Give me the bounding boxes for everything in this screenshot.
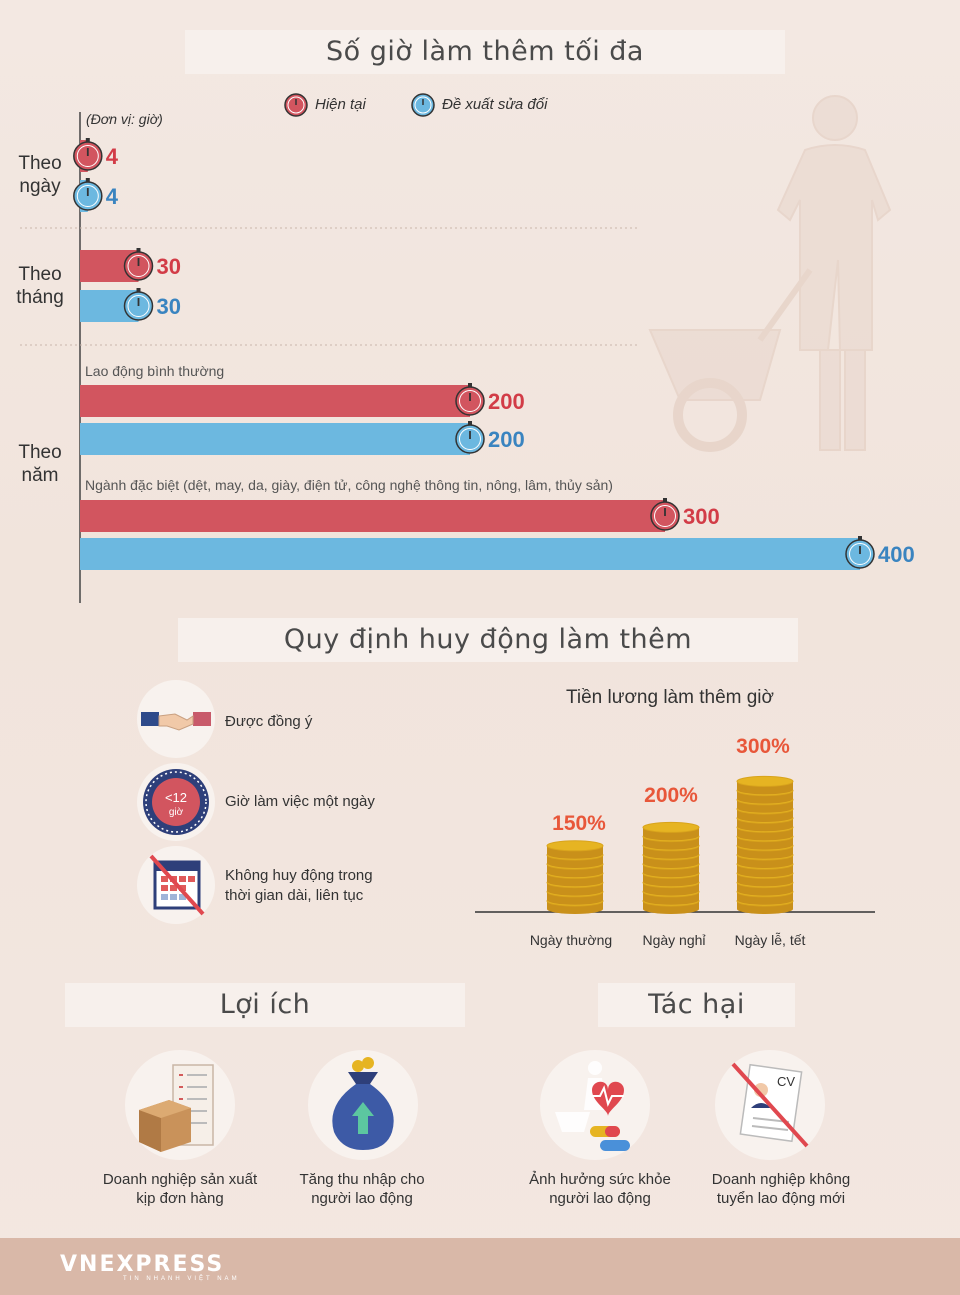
group-label-month-line1: Theo: [18, 264, 62, 285]
stopwatch-icon: [650, 498, 680, 531]
benefit-caption-2-line2: người lao động: [311, 1190, 413, 1207]
group-label-day: Theo ngày: [5, 152, 75, 198]
harm-caption-2-line1: Doanh nghiệp không: [711, 1171, 851, 1188]
legend-proposed: Đề xuất sửa đổi: [410, 91, 547, 117]
group-label-day-line1: Theo: [18, 153, 62, 174]
stopwatch-icon: [455, 383, 485, 416]
legend-current: Hiện tại: [283, 91, 366, 117]
sublabel-normal-labor: Lao động bình thường: [85, 363, 225, 379]
pay-category-holiday: Ngày lễ, tết: [734, 932, 806, 948]
group-label-day-line2: ngày: [19, 176, 61, 197]
bar-value-label: 200: [488, 389, 525, 414]
stopwatch-icon: [73, 138, 103, 171]
clock-limit-unit: giờ: [169, 807, 184, 818]
unit-note: (Đơn vị: giờ): [86, 111, 163, 127]
bar-value-label: 300: [683, 504, 720, 529]
coin: [546, 840, 604, 859]
coin: [642, 821, 700, 841]
harm-caption-2-line2: tuyển lao động mới: [716, 1190, 846, 1207]
pay-chart-title: Tiền lương làm thêm giờ: [565, 687, 774, 708]
stopwatch-icon: [73, 178, 103, 211]
bar-proposed-3: [80, 538, 860, 570]
bar-value-label: 30: [157, 254, 181, 279]
pay-label-regular: 150%: [552, 812, 606, 835]
rule-daily-hours-text: Giờ làm việc một ngày: [225, 793, 375, 810]
harm-caption-1-line2: người lao động: [549, 1190, 651, 1207]
stopwatch-icon: [123, 248, 154, 281]
pay-label-holiday: 300%: [736, 735, 790, 758]
legend-proposed-label: Đề xuất sửa đổi: [442, 95, 548, 113]
money-bag-icon: [332, 1057, 394, 1150]
stopwatch-red-icon: [284, 93, 308, 117]
rule-no-long-term-line2: thời gian dài, liên tục: [225, 887, 364, 904]
pay-category-regular: Ngày thường: [529, 932, 613, 948]
group-label-year-line2: năm: [21, 465, 59, 486]
handshake-icon: [141, 712, 211, 731]
benefit-caption-2: Tăng thu nhập cho người lao động: [262, 1170, 462, 1208]
benefit-caption-1: Doanh nghiệp sản xuất kịp đơn hàng: [80, 1170, 280, 1208]
benefit-caption-1-line2: kịp đơn hàng: [136, 1190, 224, 1207]
worker-wheelbarrow-illustration: [648, 95, 892, 452]
pay-label-dayoff: 200%: [644, 784, 698, 807]
overtime-pay-coin-chart: [475, 775, 875, 914]
benefit-caption-2-line1: Tăng thu nhập cho: [299, 1171, 425, 1188]
clock-limit-value: <12: [165, 790, 187, 805]
clock-limit-icon: <12 giờ: [143, 769, 209, 835]
stopwatch-icon: [455, 421, 485, 454]
section-title-harms: Tác hại: [598, 983, 795, 1027]
coin: [736, 775, 794, 795]
benefit-caption-1-line1: Doanh nghiệp sản xuất: [102, 1171, 258, 1188]
stopwatch-icon: [845, 536, 875, 569]
bar-current-3: [80, 500, 665, 532]
rule-no-long-term-line1: Không huy động trong: [225, 867, 373, 884]
bar-value-label: 400: [878, 542, 915, 567]
bar-value-label: 30: [157, 294, 181, 319]
section-title-benefits: Lợi ích: [65, 983, 465, 1027]
section-title-overtime-max: Số giờ làm thêm tối đa: [185, 30, 785, 74]
cv-label: CV: [777, 1074, 795, 1089]
legend-current-label: Hiện tại: [315, 95, 366, 113]
bar-value-label: 200: [488, 427, 525, 452]
rule-consent-text: Được đồng ý: [225, 713, 313, 730]
pay-category-dayoff: Ngày nghỉ: [642, 932, 706, 948]
bar-current-2: [80, 385, 470, 417]
section-title-mobilization-rules: Quy định huy động làm thêm: [178, 618, 798, 662]
rule-no-long-term-text: Không huy động trong thời gian dài, liên…: [225, 866, 373, 906]
boxes-checklist-icon: [139, 1064, 214, 1152]
group-label-month: Theo tháng: [5, 263, 75, 309]
bar-proposed-2: [80, 423, 470, 455]
health-heart-icon: [555, 1061, 630, 1151]
stopwatch-blue-icon: [411, 93, 435, 117]
harm-caption-1-line1: Ảnh hưởng sức khỏe: [529, 1171, 671, 1188]
footer-bar: [0, 1238, 960, 1295]
stopwatch-icon: [123, 288, 154, 321]
crossed-calendar-icon: [149, 854, 205, 916]
bar-value-label: 4: [106, 144, 119, 169]
group-label-year-line1: Theo: [18, 442, 62, 463]
bar-value-label: 4: [106, 184, 119, 209]
vnexpress-tagline: TIN NHANH VIỆT NAM: [123, 1276, 240, 1282]
harm-caption-2: Doanh nghiệp không tuyển lao động mới: [681, 1170, 881, 1208]
group-label-month-line2: tháng: [16, 287, 64, 308]
vnexpress-logo: VNEXPRESS: [60, 1252, 225, 1277]
group-label-year: Theo năm: [5, 441, 75, 487]
harm-caption-1: Ảnh hưởng sức khỏe người lao động: [500, 1170, 700, 1208]
sublabel-special-industry: Ngành đặc biệt (dệt, may, da, giày, điện…: [85, 477, 613, 493]
overtime-bar-chart: 4 4 30 30 200 200 300 400: [20, 112, 915, 603]
crossed-cv-icon: CV: [731, 1062, 809, 1148]
